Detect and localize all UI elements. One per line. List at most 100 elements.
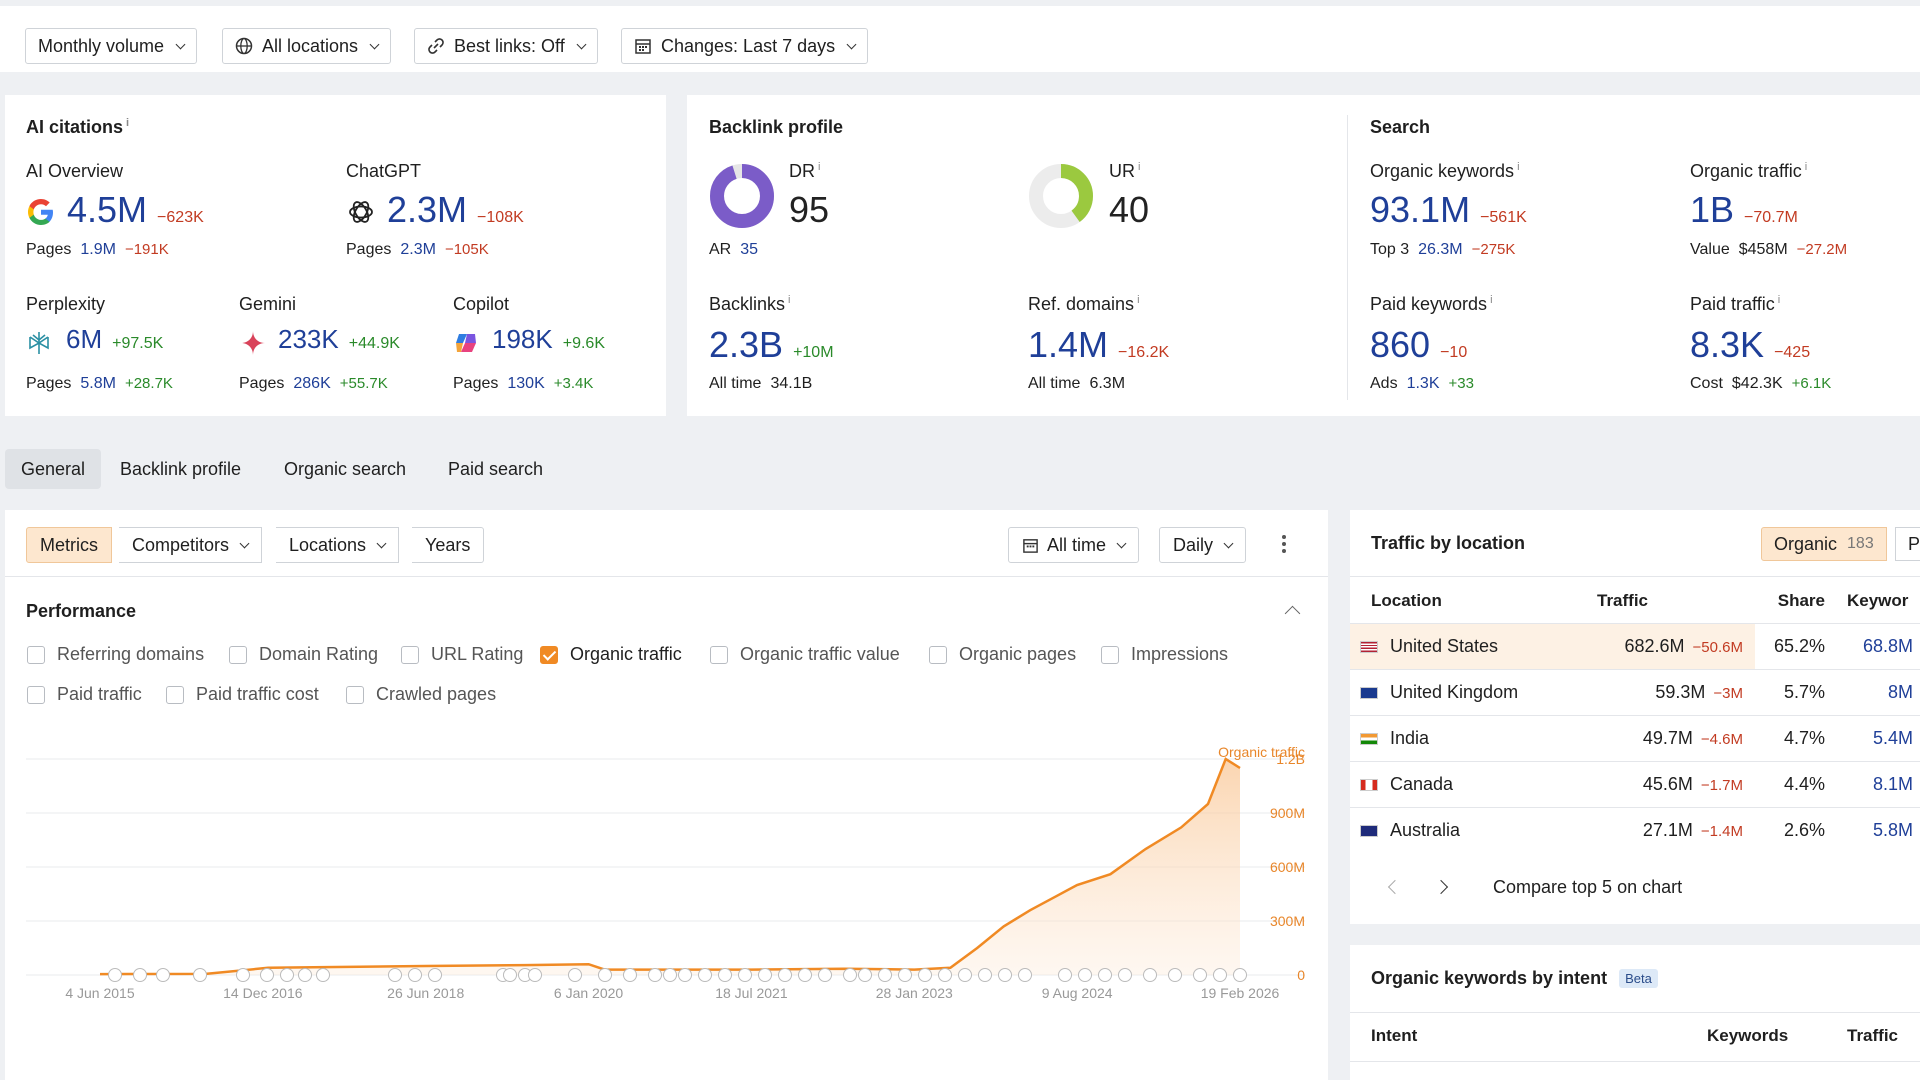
checkbox-organic-traffic-value[interactable]: Organic traffic value [710,644,900,665]
table-row[interactable]: United States 682.6M −50.6M 65.2% 68.8M [1350,623,1920,670]
uk-flag-icon [1360,686,1378,699]
years-toggle[interactable]: Years [412,527,485,563]
checkbox-organic-traffic[interactable]: Organic traffic [540,644,682,665]
backlinks-all-time: All time 34.1B [709,375,813,392]
ur-label: UR i [1109,161,1141,181]
organic-traffic-area [100,759,1240,975]
kebab-menu-icon[interactable] [1282,535,1286,555]
organic-toggle[interactable]: Organic 183 [1761,527,1887,561]
checkbox-url-rating[interactable]: URL Rating [401,644,523,665]
interval-dropdown[interactable]: Daily [1159,527,1247,563]
y-tick-label: 1.2B [1276,751,1305,767]
locations-dropdown[interactable]: All locations [222,28,392,64]
checkbox-organic-pages[interactable]: Organic pages [929,644,1076,665]
range-dropdown[interactable]: All time [1008,527,1140,563]
tab-general[interactable]: General [5,449,102,489]
update-marker [1143,968,1157,982]
table-header: Location Traffic Share Keywor [1350,579,1920,624]
y-tick-label: 0 [1297,967,1305,983]
chevron-down-icon [369,39,380,49]
paid-keywords-label: Paid keywords i [1370,294,1493,314]
organic-traffic-value-row: 1B −70.7M [1690,189,1798,230]
backlinks-value-row: 2.3B +10M [709,324,834,365]
divider [1350,1012,1920,1013]
update-marker [503,968,517,982]
divider [1347,115,1348,400]
update-marker [648,968,662,982]
table-row[interactable]: Canada 45.6M −1.7M 4.4% 8.1M [1350,761,1920,808]
checkbox-paid-traffic[interactable]: Paid traffic [27,684,142,705]
update-marker [598,968,612,982]
perplexity-pages: Pages 5.8M +28.7K [26,375,173,392]
checkbox-referring-domains[interactable]: Referring domains [27,644,204,665]
divider [1350,1061,1920,1062]
competitors-dropdown[interactable]: Competitors [119,527,263,563]
locations-label: All locations [262,35,359,56]
ur-value: 40 [1109,189,1150,230]
search-title: Search [1370,117,1431,137]
australia-flag-icon [1360,825,1378,837]
locations-dropdown-chart[interactable]: Locations [276,527,400,563]
chevron-up-icon[interactable] [1284,605,1301,622]
chevron-down-icon [1223,538,1234,548]
y-tick-label: 300M [1270,913,1305,929]
x-tick-label: 4 Jun 2015 [65,985,134,1001]
gemini-icon [241,331,265,355]
tab-organic-search[interactable]: Organic search [284,458,407,479]
checkbox-crawled-pages[interactable]: Crawled pages [346,684,496,705]
update-marker [568,968,582,982]
organic-keywords-top3: Top 3 26.3M −275K [1370,241,1516,258]
update-marker [280,968,294,982]
chatgpt-value: 2.3M [387,189,468,230]
ai-citations-card: AI citations i AI Overview 4.5M −623K Page… [5,95,666,416]
us-flag-icon [1360,640,1378,653]
update-marker [718,968,732,982]
paid-toggle[interactable]: P [1895,527,1920,561]
compare-top5-link[interactable]: Compare top 5 on chart [1493,877,1683,897]
table-row[interactable]: United Kingdom 59.3M −3M 5.7% 8M [1350,669,1920,716]
intent-title-row: Organic keywords by intent Beta [1371,968,1658,989]
changes-dropdown[interactable]: Changes: Last 7 days [621,28,869,64]
update-marker [663,968,677,982]
checkbox-paid-traffic-cost[interactable]: Paid traffic cost [166,684,319,705]
best-links-dropdown[interactable]: Best links: Off [414,28,598,64]
perplexity-value: 6M [66,324,103,354]
update-marker [108,968,122,982]
organic-traffic-label: Organic traffic i [1690,161,1808,181]
chatgpt-value-row: 2.3M −108K [387,189,524,231]
gemini-value: 233K [278,324,339,354]
gemini-label: Gemini [239,294,297,314]
ref-domains-all-time: All time 6.3M [1028,375,1126,392]
tab-paid-search[interactable]: Paid search [448,458,544,479]
chevron-down-icon [239,538,250,548]
update-marker [528,968,542,982]
organic-keywords-value-row: 93.1M −561K [1370,189,1527,230]
update-marker [1078,968,1092,982]
ai-overview-change: −623K [157,209,204,226]
tab-backlink-profile[interactable]: Backlink profile [120,458,242,479]
update-marker [260,968,274,982]
update-marker [388,968,402,982]
copilot-label: Copilot [453,294,510,314]
metrics-toggle[interactable]: Metrics [26,527,112,563]
link-icon [428,38,444,54]
intent-title: Organic keywords by intent [1371,968,1608,988]
gemini-value-row: 233K +44.9K [278,324,400,355]
checkbox-impressions[interactable]: Impressions [1101,644,1228,665]
dr-value: 95 [789,189,830,230]
table-row[interactable]: Australia 27.1M −1.4M 2.6% 5.8M [1350,807,1920,853]
copilot-value: 198K [492,324,553,354]
chatgpt-label: ChatGPT [346,161,422,181]
chevron-down-icon [175,39,186,49]
table-row[interactable]: India 49.7M −4.6M 4.7% 5.4M [1350,715,1920,762]
checkbox-domain-rating[interactable]: Domain Rating [229,644,378,665]
ai-overview-pages: Pages 1.9M −191K [26,241,169,258]
update-marker [316,968,330,982]
ref-domains-value-row: 1.4M −16.2K [1028,324,1170,365]
update-marker [698,968,712,982]
monthly-volume-dropdown[interactable]: Monthly volume [25,28,198,64]
divider [1350,576,1920,577]
update-marker [938,968,952,982]
update-marker [878,968,892,982]
chatgpt-icon [349,201,373,223]
